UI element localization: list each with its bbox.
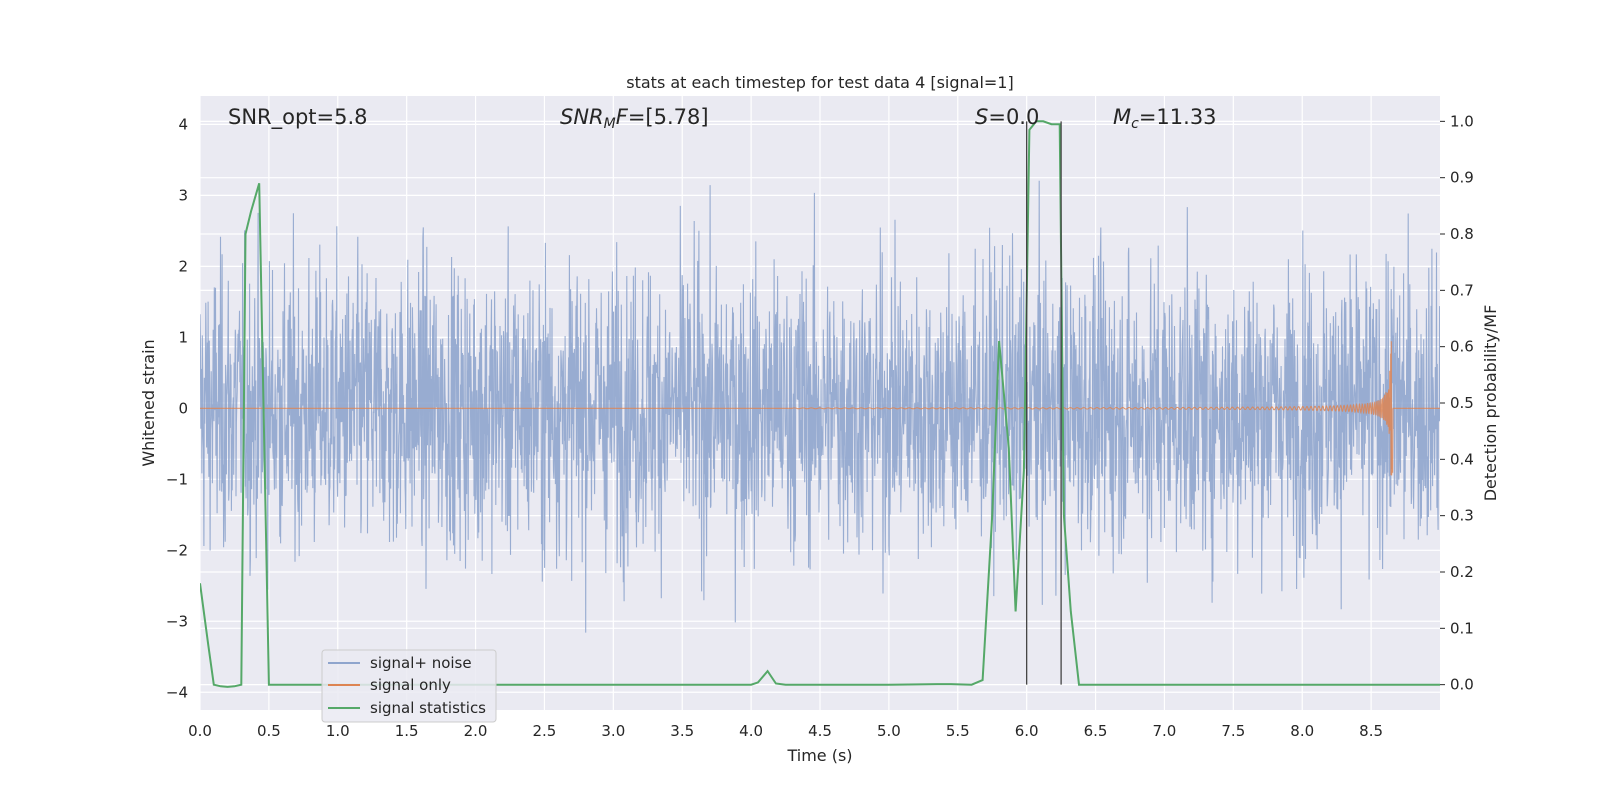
y-right-tick-label: 1.0 — [1450, 112, 1474, 130]
x-tick-label: 2.0 — [464, 722, 488, 740]
x-tick-label: 3.0 — [601, 722, 625, 740]
y-right-tick-label: 0.2 — [1450, 563, 1474, 581]
y-axis-left-label: Whitened strain — [139, 339, 158, 466]
y-right-tick-label: 0.4 — [1450, 450, 1474, 468]
y-left-tick-label: 1 — [178, 328, 188, 346]
x-tick-label: 5.5 — [946, 722, 970, 740]
y-left-tick-label: −1 — [166, 470, 188, 488]
y-left-tick-label: 0 — [178, 399, 188, 417]
annotation-s: S=0.0 — [975, 105, 1039, 129]
x-tick-label: 1.5 — [395, 722, 419, 740]
y-left-tick-label: 4 — [178, 115, 188, 133]
series-layer — [200, 120, 1440, 688]
y-axis-right: 0.0 0.1 0.2 0.3 0.4 0.5 0.6 0.7 0.8 0.9 1.0 — [1440, 112, 1474, 694]
y-right-tick-label: 0.8 — [1450, 225, 1474, 243]
x-tick-label: 0.5 — [257, 722, 281, 740]
y-right-tick-label: 0.5 — [1450, 394, 1474, 412]
legend-box — [321, 649, 497, 723]
y-right-tick-label: 0.1 — [1450, 619, 1474, 637]
y-left-tick-label: −3 — [166, 612, 188, 630]
x-tick-label: 4.0 — [739, 722, 763, 740]
y-left-tick-label: −4 — [166, 683, 188, 701]
y-right-tick-label: 0.9 — [1450, 169, 1474, 187]
y-axis-left: −4 −3 −2 −1 0 1 2 3 4 — [166, 115, 188, 701]
x-tick-label: 6.0 — [1015, 722, 1039, 740]
x-tick-label: 3.5 — [670, 722, 694, 740]
y-left-tick-label: 3 — [178, 186, 188, 204]
y-left-tick-label: −2 — [166, 541, 188, 559]
legend-label-signal-statistics: signal statistics — [370, 699, 486, 717]
x-tick-label: 2.5 — [533, 722, 557, 740]
annotation-snr-opt: SNR_opt=5.8 — [228, 105, 368, 130]
y-right-tick-label: 0.6 — [1450, 338, 1474, 356]
annotation-mc: Mc=11.33 — [1113, 105, 1217, 132]
vertical-markers — [1026, 121, 1062, 685]
x-tick-label: 4.5 — [808, 722, 832, 740]
y-right-tick-label: 0.3 — [1450, 507, 1474, 525]
legend-label-signal-noise: signal+ noise — [370, 654, 472, 672]
x-axis: 0.0 0.5 1.0 1.5 2.0 2.5 3.0 3.5 4.0 4.5 5.0 5.5 6.0 6… — [188, 722, 1383, 740]
legend: signal+ noise signal only signal statist… — [321, 649, 497, 723]
x-tick-label: 6.5 — [1084, 722, 1108, 740]
x-axis-label: Time (s) — [786, 746, 852, 765]
chart-title: stats at each timestep for test data 4 [… — [626, 73, 1013, 92]
x-tick-label: 8.5 — [1359, 722, 1383, 740]
annotation-snr-mf: SNRMF=[5.78] — [560, 105, 709, 132]
y-right-tick-label: 0.0 — [1450, 676, 1474, 694]
y-axis-right-label: Detection probability/MF — [1481, 305, 1500, 502]
x-tick-label: 0.0 — [188, 722, 212, 740]
y-left-tick-label: 2 — [178, 257, 188, 275]
series-signal-only — [200, 341, 1440, 476]
x-tick-label: 5.0 — [877, 722, 901, 740]
x-tick-label: 8.0 — [1290, 722, 1314, 740]
legend-label-signal-only: signal only — [370, 676, 451, 694]
y-right-tick-label: 0.7 — [1450, 281, 1474, 299]
x-tick-label: 1.0 — [326, 722, 350, 740]
series-signal-noise — [200, 180, 1440, 633]
x-tick-label: 7.5 — [1221, 722, 1245, 740]
series-signal-statistics — [200, 120, 1440, 688]
x-tick-label: 7.0 — [1153, 722, 1177, 740]
